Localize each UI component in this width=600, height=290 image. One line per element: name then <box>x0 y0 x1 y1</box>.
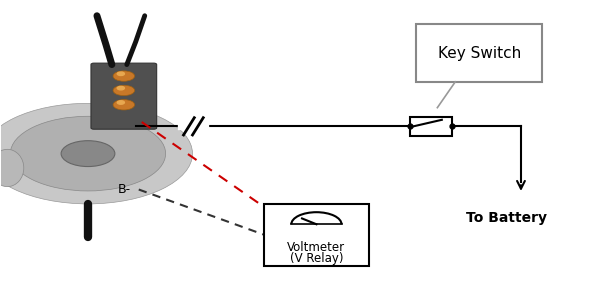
Text: (V Relay): (V Relay) <box>290 252 343 265</box>
Circle shape <box>0 103 193 204</box>
Circle shape <box>113 100 134 110</box>
Bar <box>264 204 368 266</box>
FancyBboxPatch shape <box>91 63 157 129</box>
Text: To Battery: To Battery <box>466 211 547 225</box>
Circle shape <box>10 116 166 191</box>
Text: Key Switch: Key Switch <box>437 46 521 61</box>
Circle shape <box>113 71 134 81</box>
Circle shape <box>117 72 124 75</box>
Circle shape <box>61 141 115 166</box>
Circle shape <box>117 101 124 104</box>
Circle shape <box>117 86 124 90</box>
Bar <box>416 24 542 82</box>
Text: Voltmeter: Voltmeter <box>287 241 346 254</box>
Ellipse shape <box>0 149 24 187</box>
Text: B-: B- <box>118 183 131 196</box>
Bar <box>410 117 452 136</box>
Circle shape <box>113 85 134 96</box>
